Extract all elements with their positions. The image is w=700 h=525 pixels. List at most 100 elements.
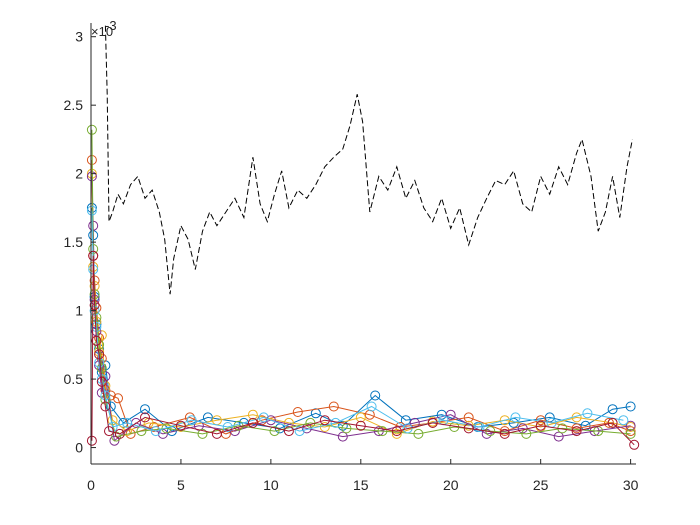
y-exponent-power: -3 bbox=[105, 18, 117, 33]
y-tick-label: 3 bbox=[75, 29, 83, 45]
data-point bbox=[94, 349, 105, 360]
series-line bbox=[91, 207, 631, 432]
data-point bbox=[366, 401, 377, 412]
series-6 bbox=[86, 205, 629, 437]
x-axis-ticks: 0 5 10 15 20 25 30 bbox=[87, 459, 639, 493]
data-point bbox=[100, 390, 111, 401]
data-point bbox=[89, 300, 100, 311]
y-axis-ticks: 0 0.5 1 1.5 2 2.5 3 bbox=[64, 29, 96, 456]
data-point bbox=[355, 420, 366, 431]
data-point bbox=[114, 428, 125, 439]
series-line bbox=[91, 210, 624, 432]
series-3 bbox=[86, 168, 636, 439]
data-point bbox=[463, 423, 474, 434]
data-point bbox=[607, 404, 618, 415]
data-point bbox=[571, 426, 582, 437]
data-point bbox=[499, 428, 510, 439]
x-tick-label: 30 bbox=[623, 477, 639, 493]
series-7 bbox=[86, 250, 640, 450]
data-point bbox=[283, 426, 294, 437]
data-point bbox=[402, 423, 413, 434]
data-point bbox=[319, 422, 330, 432]
series-line bbox=[91, 129, 631, 438]
y-tick-label: 2.5 bbox=[64, 97, 84, 113]
x-tick-label: 25 bbox=[533, 477, 549, 493]
data-point bbox=[625, 428, 636, 439]
data-point bbox=[481, 428, 492, 439]
data-point bbox=[535, 420, 546, 431]
data-point bbox=[140, 412, 150, 423]
data-point bbox=[364, 409, 375, 420]
y-tick-label: 1.5 bbox=[64, 234, 84, 250]
plot-area bbox=[86, 25, 640, 450]
data-point bbox=[463, 412, 474, 423]
series-2 bbox=[86, 155, 636, 439]
data-point bbox=[269, 426, 280, 437]
data-point bbox=[391, 426, 402, 437]
data-point bbox=[186, 415, 197, 426]
data-point bbox=[377, 426, 388, 437]
y-tick-label: 1 bbox=[75, 303, 83, 319]
data-point bbox=[161, 423, 172, 434]
data-point bbox=[88, 250, 99, 261]
data-point bbox=[86, 205, 97, 216]
data-point bbox=[100, 401, 111, 412]
data-point bbox=[474, 422, 485, 432]
data-point bbox=[140, 404, 150, 415]
data-point bbox=[499, 426, 510, 437]
data-point bbox=[625, 420, 636, 431]
data-point bbox=[211, 428, 222, 439]
x-tick-label: 15 bbox=[353, 477, 369, 493]
series-line bbox=[91, 255, 635, 446]
data-point bbox=[96, 376, 107, 387]
data-point bbox=[391, 428, 402, 439]
data-point bbox=[355, 412, 366, 423]
data-point bbox=[337, 420, 348, 431]
data-point bbox=[328, 401, 339, 412]
data-point bbox=[625, 401, 636, 412]
series-1 bbox=[86, 202, 636, 437]
data-point bbox=[111, 431, 122, 442]
data-point bbox=[413, 428, 424, 439]
data-point bbox=[571, 423, 582, 434]
y-tick-label: 2 bbox=[75, 166, 83, 182]
data-point bbox=[247, 417, 258, 428]
data-point bbox=[337, 431, 348, 442]
y-tick-label: 0.5 bbox=[64, 371, 84, 387]
data-point bbox=[582, 408, 593, 419]
axes: 0 5 10 15 20 25 30 0 0.5 1 1.5 2 2.5 3 ×10 -3 bbox=[64, 18, 639, 493]
series-line bbox=[91, 176, 631, 442]
data-point bbox=[222, 422, 233, 432]
series-5 bbox=[86, 124, 636, 442]
data-point bbox=[197, 428, 208, 439]
y-exponent-label: ×10 bbox=[91, 24, 113, 39]
x-tick-label: 0 bbox=[87, 477, 95, 493]
series-line bbox=[91, 159, 631, 435]
x-tick-label: 5 bbox=[177, 477, 185, 493]
y-tick-label: 0 bbox=[75, 440, 83, 456]
data-point bbox=[319, 415, 330, 426]
x-tick-label: 20 bbox=[443, 477, 459, 493]
data-point bbox=[96, 363, 107, 374]
data-point bbox=[150, 426, 161, 437]
data-point bbox=[122, 417, 132, 428]
data-point bbox=[184, 412, 195, 423]
data-point bbox=[294, 426, 305, 437]
data-point bbox=[104, 426, 114, 437]
reference-line bbox=[104, 25, 633, 295]
data-point bbox=[370, 390, 381, 401]
data-point bbox=[91, 335, 102, 346]
data-point bbox=[510, 412, 521, 423]
data-point bbox=[629, 439, 640, 450]
data-point bbox=[553, 431, 564, 442]
data-point bbox=[86, 435, 97, 446]
data-point bbox=[258, 412, 269, 423]
data-point bbox=[618, 415, 629, 426]
data-point bbox=[265, 415, 276, 426]
data-point bbox=[86, 124, 97, 135]
data-point bbox=[292, 407, 303, 417]
data-point bbox=[247, 409, 258, 420]
data-point bbox=[445, 409, 456, 420]
